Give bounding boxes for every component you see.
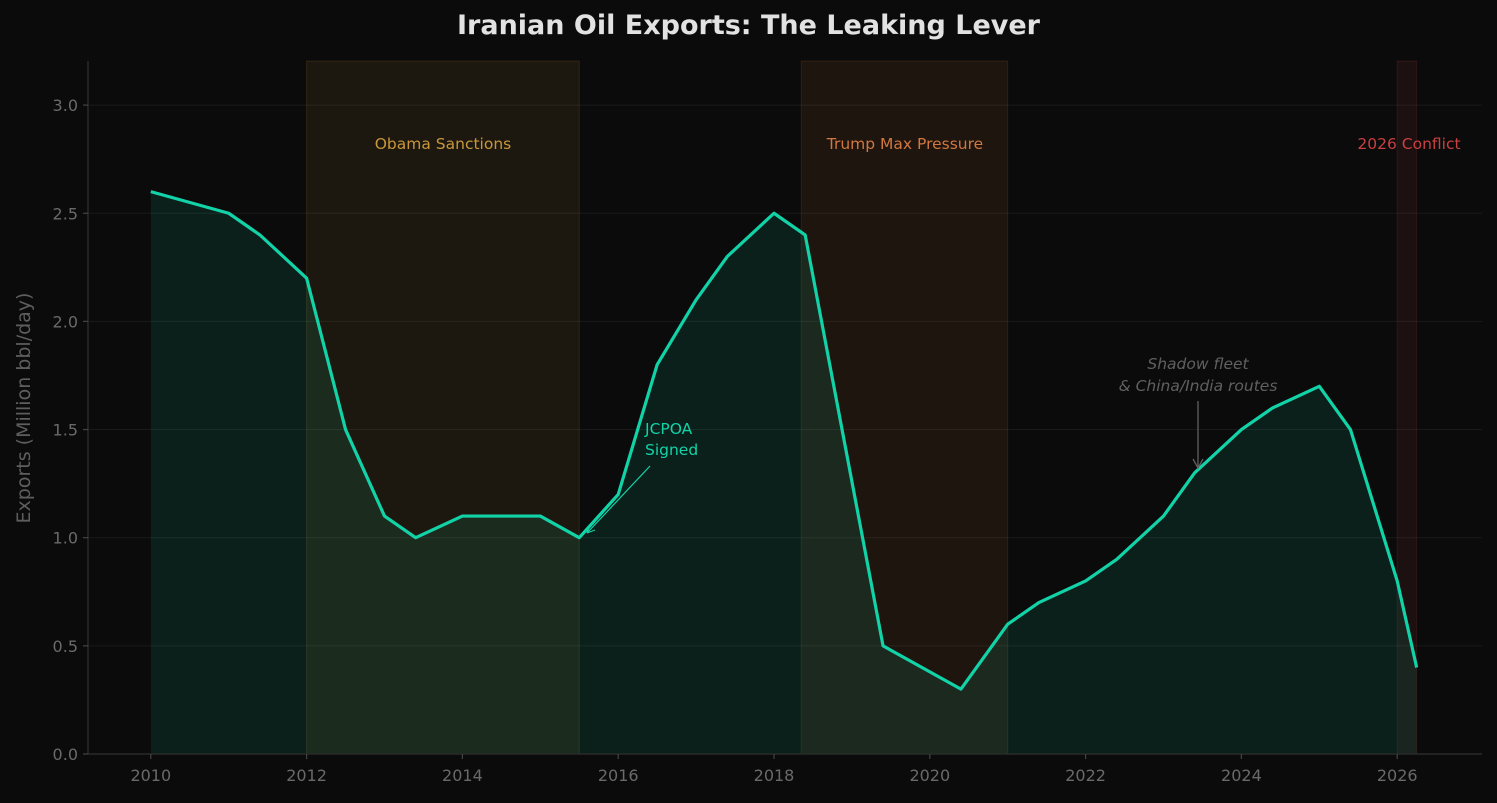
shaded-period-band <box>800 60 1009 755</box>
jcpoa-annotation-line2: Signed <box>645 441 698 459</box>
exports-line <box>150 190 1419 691</box>
y-ticks: 0.0 0.5 1.0 1.5 2.0 2.5 3.0 <box>53 96 88 764</box>
x-tick-label: 2020 <box>909 766 950 785</box>
x-tick-label: 2010 <box>130 766 171 785</box>
shadow-fleet-annotation-line2: & China/India routes <box>1119 377 1278 395</box>
x-tick-label: 2012 <box>286 766 327 785</box>
y-tick-label: 3.0 <box>53 96 78 115</box>
x-tick-label: 2016 <box>598 766 639 785</box>
x-ticks: 2010 2012 2014 2016 2018 2020 2022 2024 2026 <box>130 754 1418 785</box>
x-tick-label: 2018 <box>754 766 795 785</box>
trump-max-pressure-label: Trump Max Pressure <box>826 135 983 153</box>
y-tick-label: 0.0 <box>53 745 78 764</box>
x-tick-label: 2026 <box>1377 766 1418 785</box>
y-axis-label: Exports (Million bbl/day) <box>13 293 35 524</box>
jcpoa-arrow-icon <box>586 465 651 534</box>
chart-title: Iranian Oil Exports: The Leaking Lever <box>457 10 1040 41</box>
exports-area-fill <box>150 191 1417 754</box>
shaded-periods <box>306 60 1418 755</box>
y-tick-label: 2.0 <box>53 312 78 331</box>
y-tick-label: 0.5 <box>53 637 78 656</box>
y-tick-label: 2.5 <box>53 204 78 223</box>
obama-sanctions-label: Obama Sanctions <box>375 135 512 153</box>
x-tick-label: 2014 <box>442 766 483 785</box>
shadow-fleet-annotation-line1: Shadow fleet <box>1147 355 1249 373</box>
y-tick-label: 1.0 <box>53 529 78 548</box>
shadow-fleet-arrowhead-icon <box>1192 458 1204 470</box>
shaded-period-band <box>306 60 580 755</box>
x-tick-label: 2024 <box>1221 766 1262 785</box>
x-tick-label: 2022 <box>1065 766 1106 785</box>
y-tick-label: 1.5 <box>53 421 78 440</box>
jcpoa-arrowhead-icon <box>586 524 596 534</box>
jcpoa-annotation-line1: JCPOA <box>644 420 693 438</box>
conflict-2026-label: 2026 Conflict <box>1357 135 1460 153</box>
